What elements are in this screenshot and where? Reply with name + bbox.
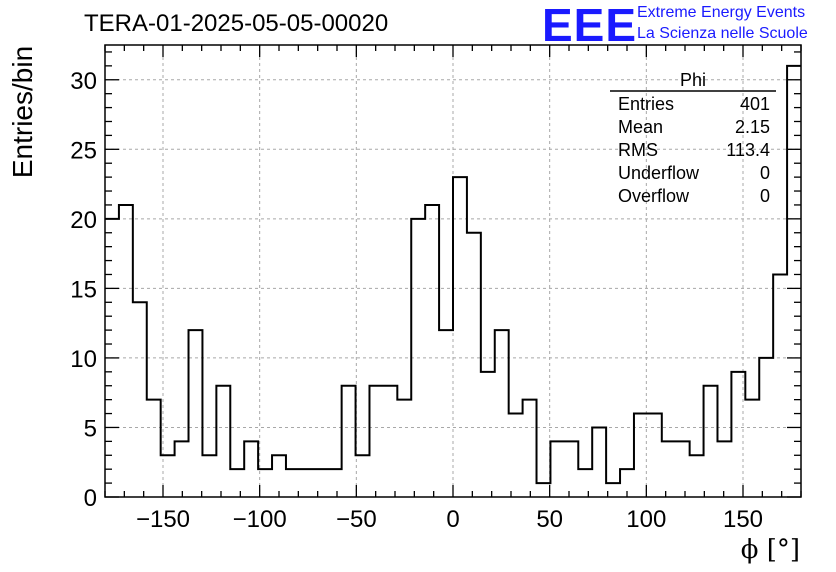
- x-tick-label: 50: [536, 506, 563, 533]
- histogram-bin: [411, 219, 425, 497]
- histogram-bin: [175, 441, 189, 497]
- histogram-bin: [230, 469, 244, 497]
- stats-box: Phi Entries 401 Mean 2.15 RMS 113.4 Underflow 0…: [610, 70, 776, 206]
- y-tick-label: 25: [70, 137, 97, 164]
- histogram-bin: [690, 455, 704, 497]
- x-tick-label: 0: [446, 506, 459, 533]
- histogram-bin: [314, 469, 328, 497]
- y-tick-label: 5: [84, 415, 97, 442]
- stats-value: 2.15: [735, 117, 770, 137]
- histogram-bin: [453, 177, 467, 497]
- histogram-bin: [578, 469, 592, 497]
- histogram-bin: [467, 233, 481, 497]
- histogram-bars: [105, 64, 801, 497]
- histogram-bin: [300, 469, 314, 497]
- histogram-bin: [244, 441, 258, 497]
- histogram-outline: [105, 64, 801, 485]
- y-tick-label: 30: [70, 68, 97, 95]
- x-axis: −150 −100 −50 0 50 100 150: [104, 45, 802, 533]
- y-axis: 0 5 10 15 20 25 30: [70, 51, 801, 512]
- stats-value: 0: [760, 163, 770, 183]
- x-tick-label: −50: [336, 506, 377, 533]
- stats-label: Mean: [618, 117, 663, 137]
- histogram-bin: [216, 386, 230, 497]
- x-tick-label: −150: [136, 506, 190, 533]
- histogram-bin: [133, 302, 147, 497]
- histogram-bin: [787, 66, 801, 497]
- histogram-bin: [523, 400, 537, 497]
- y-tick-label: 15: [70, 276, 97, 303]
- histogram-bin: [731, 372, 745, 497]
- stats-value: 113.4: [726, 140, 770, 160]
- logo-line-1: Extreme Energy Events: [637, 4, 806, 21]
- y-tick-label: 20: [70, 207, 97, 234]
- stats-title: Phi: [680, 70, 706, 90]
- histogram-bin: [537, 483, 551, 497]
- histogram-bin: [634, 414, 648, 497]
- histogram-bin: [425, 205, 439, 497]
- histogram-bin: [356, 455, 370, 497]
- histogram-bin: [676, 441, 690, 497]
- histogram-bin: [481, 372, 495, 497]
- histogram-bin: [717, 441, 731, 497]
- histogram-bin: [147, 400, 161, 497]
- stats-label: RMS: [618, 140, 658, 160]
- y-axis-label: Entries/bin: [7, 46, 38, 178]
- histogram-bin: [272, 455, 286, 497]
- eee-logo: EEE: [542, 0, 638, 51]
- histogram-bin: [328, 469, 342, 497]
- histogram-bin: [439, 330, 453, 497]
- x-tick-label: −100: [233, 506, 287, 533]
- histogram-bin: [342, 386, 356, 497]
- histogram-bin: [383, 386, 397, 497]
- histogram-bin: [564, 441, 578, 497]
- histogram-bin: [592, 427, 606, 497]
- x-tick-label: 100: [626, 506, 666, 533]
- x-axis-label: ϕ [°]: [741, 535, 800, 565]
- stats-label: Entries: [618, 94, 674, 114]
- logo-line-2: La Scienza nelle Scuole: [637, 25, 808, 42]
- histogram-bin: [369, 386, 383, 497]
- histogram-bin: [773, 274, 787, 497]
- histogram-bin: [759, 358, 773, 497]
- histogram-bin: [704, 386, 718, 497]
- stats-label: Overflow: [618, 186, 690, 206]
- stats-label: Underflow: [618, 163, 700, 183]
- chart-title: TERA-01-2025-05-05-00020: [84, 10, 389, 37]
- histogram-bin: [648, 414, 662, 497]
- histogram-bin: [202, 455, 216, 497]
- y-tick-label: 10: [70, 346, 97, 373]
- x-tick-label: 150: [723, 506, 763, 533]
- histogram-bin: [495, 330, 509, 497]
- histogram-bin: [189, 330, 203, 497]
- histogram-bin: [119, 205, 133, 497]
- y-tick-label: 0: [84, 485, 97, 512]
- stats-value: 0: [760, 186, 770, 206]
- histogram-bin: [509, 414, 523, 497]
- histogram-bin: [397, 400, 411, 497]
- histogram-bin: [550, 441, 564, 497]
- stats-value: 401: [740, 94, 770, 114]
- histogram-bin: [662, 441, 676, 497]
- histogram-bin: [745, 400, 759, 497]
